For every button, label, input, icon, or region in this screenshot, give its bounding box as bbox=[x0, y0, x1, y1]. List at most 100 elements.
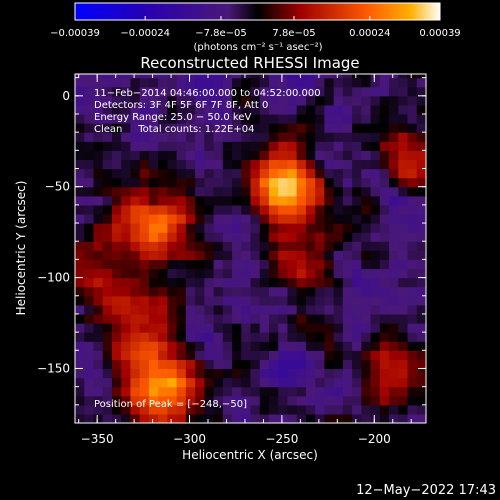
heatmap-cell bbox=[195, 395, 205, 406]
heatmap-cell bbox=[296, 323, 307, 333]
heatmap-cell bbox=[305, 368, 316, 379]
heatmap-cell bbox=[130, 168, 141, 179]
heatmap-cell bbox=[333, 159, 344, 170]
heatmap-cell bbox=[315, 74, 325, 79]
heatmap-cell bbox=[315, 204, 325, 215]
heatmap-cell bbox=[305, 286, 316, 297]
heatmap-cell bbox=[93, 159, 104, 170]
heatmap-cell bbox=[139, 332, 150, 342]
heatmap-cell bbox=[84, 386, 95, 397]
heatmap-cell bbox=[241, 213, 252, 224]
heatmap-cell bbox=[185, 195, 196, 206]
heatmap-cell bbox=[222, 359, 233, 370]
heatmap-cell bbox=[324, 404, 335, 415]
heatmap-cell bbox=[195, 277, 205, 288]
heatmap-cell bbox=[121, 132, 132, 142]
heatmap-cell bbox=[111, 304, 122, 315]
heatmap-cell bbox=[176, 132, 187, 142]
heatmap-cell bbox=[398, 186, 409, 197]
heatmap-cell bbox=[176, 386, 187, 397]
heatmap-cell bbox=[370, 74, 381, 79]
heatmap-cell bbox=[93, 232, 104, 242]
heatmap-cell bbox=[204, 232, 215, 242]
heatmap-cell bbox=[324, 413, 335, 423]
heatmap-cell bbox=[167, 195, 178, 206]
heatmap-cell bbox=[296, 241, 307, 251]
heatmap-cell bbox=[315, 332, 325, 342]
heatmap-cell bbox=[352, 341, 362, 351]
heatmap-cell bbox=[278, 113, 289, 124]
heatmap-cell bbox=[379, 177, 390, 188]
heatmap-cell bbox=[361, 150, 372, 161]
heatmap-cell bbox=[379, 123, 390, 133]
heatmap-cell bbox=[315, 250, 325, 261]
heatmap-cell bbox=[342, 150, 353, 161]
heatmap-cell bbox=[287, 277, 298, 288]
heatmap-cell bbox=[75, 74, 85, 79]
heatmap-cell bbox=[324, 341, 335, 351]
heatmap-cell bbox=[278, 132, 289, 142]
heatmap-cell bbox=[185, 213, 196, 224]
heatmap-cell bbox=[278, 95, 289, 106]
heatmap-cell bbox=[176, 141, 187, 151]
heatmap-cell bbox=[333, 304, 344, 315]
heatmap-cell bbox=[176, 268, 187, 279]
heatmap-cell bbox=[102, 332, 113, 342]
heatmap-cell bbox=[379, 223, 390, 233]
heatmap-cell bbox=[361, 250, 372, 261]
heatmap-cell bbox=[213, 141, 224, 151]
heatmap-cell bbox=[167, 259, 178, 270]
heatmap-cell bbox=[195, 232, 205, 242]
heatmap-cell bbox=[93, 332, 104, 342]
heatmap-cell bbox=[121, 204, 132, 215]
heatmap-cell bbox=[130, 313, 141, 324]
heatmap-cell bbox=[333, 395, 344, 406]
heatmap-cell bbox=[158, 95, 168, 106]
heatmap-cell bbox=[259, 277, 270, 288]
heatmap-cell bbox=[111, 377, 122, 388]
heatmap-cell bbox=[407, 95, 418, 106]
heatmap-cell bbox=[407, 213, 418, 224]
heatmap-cell bbox=[352, 86, 362, 97]
heatmap-cell bbox=[148, 95, 159, 106]
heatmap-cell bbox=[130, 104, 141, 115]
heatmap-cell bbox=[398, 150, 409, 161]
heatmap-cell bbox=[324, 150, 335, 161]
heatmap-cell bbox=[148, 195, 159, 206]
heatmap-cell bbox=[139, 74, 150, 79]
heatmap-cell bbox=[305, 259, 316, 270]
heatmap-cell bbox=[222, 223, 233, 233]
heatmap-cell bbox=[148, 377, 159, 388]
heatmap-cell bbox=[176, 150, 187, 161]
heatmap-cell bbox=[176, 74, 187, 79]
heatmap-cell bbox=[259, 341, 270, 351]
heatmap-cell bbox=[296, 413, 307, 423]
heatmap-cell bbox=[296, 104, 307, 115]
heatmap-cell bbox=[352, 268, 362, 279]
heatmap-cell bbox=[111, 141, 122, 151]
heatmap-cell bbox=[315, 404, 325, 415]
heatmap-cell bbox=[139, 213, 150, 224]
heatmap-cell bbox=[195, 177, 205, 188]
heatmap-cell bbox=[361, 223, 372, 233]
heatmap-cell bbox=[222, 368, 233, 379]
heatmap-cell bbox=[204, 277, 215, 288]
heatmap-cell bbox=[121, 268, 132, 279]
heatmap-cell bbox=[111, 77, 122, 88]
heatmap-cell bbox=[148, 159, 159, 170]
heatmap-cell bbox=[84, 377, 95, 388]
heatmap-cell bbox=[111, 132, 122, 142]
heatmap-cell bbox=[416, 404, 426, 415]
heatmap-cell bbox=[130, 368, 141, 379]
heatmap-cell bbox=[278, 295, 289, 306]
heatmap-cell bbox=[130, 304, 141, 315]
heatmap-cell bbox=[287, 404, 298, 415]
heatmap-cell bbox=[130, 95, 141, 106]
heatmap-cell bbox=[333, 186, 344, 197]
heatmap-cell bbox=[204, 186, 215, 197]
heatmap-cell bbox=[389, 323, 399, 333]
heatmap-cell bbox=[111, 350, 122, 360]
heatmap-cell bbox=[268, 277, 279, 288]
heatmap-cell bbox=[333, 277, 344, 288]
heatmap-cell bbox=[232, 77, 242, 88]
